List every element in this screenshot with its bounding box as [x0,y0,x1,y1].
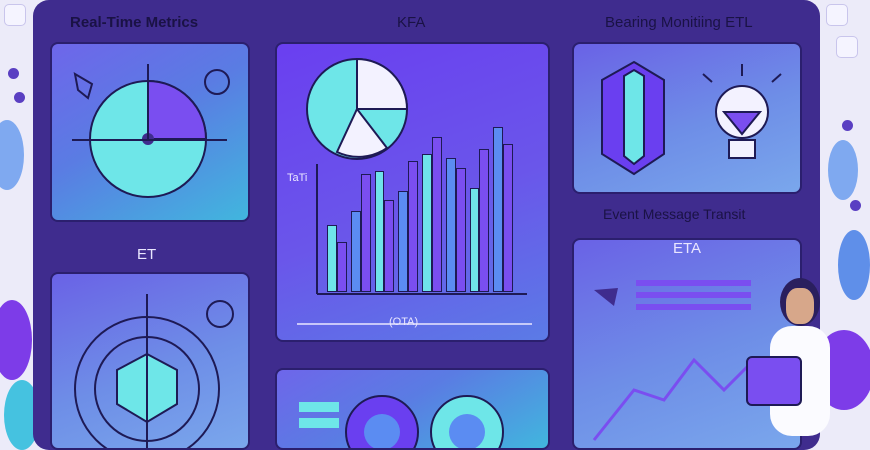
bar-series-a [327,224,337,292]
corner-square-mid-right [836,36,858,58]
bearing-monitoring-title: Bearing Monitiing ETL [605,14,753,31]
bearing-icons [601,60,782,176]
kfa-charts [297,57,532,325]
gauge-chart [72,64,230,198]
et-diagram [74,294,234,448]
bar-series-a [493,127,504,292]
bar-series-a [445,157,456,292]
bar-series-b [455,167,466,292]
bar-series-b [479,149,490,292]
bar-series-a [422,154,432,292]
bar-series-b [336,241,347,292]
y-axis-label: TaTi [287,172,308,184]
bar-series-b [431,137,442,292]
kfa-chart-card[interactable]: TaTi (OTA) [275,42,550,342]
eta-title: ETA [673,240,702,257]
corner-square-top-right [826,4,848,26]
bar-series-a [350,211,361,292]
bar-chart-area [325,124,515,292]
bar-series-b [384,199,395,292]
x-axis-label: (OTA) [389,316,419,328]
bar-series-b [503,144,513,292]
event-message-title: Event Message Transit [603,206,746,222]
bearing-monitoring-card[interactable] [572,42,802,194]
donut-charts [299,395,504,448]
realtime-metrics-card[interactable] [50,42,250,222]
corner-square-left [4,4,26,26]
bar-series-b [408,160,418,292]
person-illustration [746,278,850,450]
realtime-metrics-title: Real-Time Metrics [70,14,199,31]
bar-series-a [374,171,385,292]
bar-series-a [398,191,409,292]
et-card[interactable] [50,272,250,450]
eta-card[interactable] [572,238,802,450]
donut-card[interactable] [275,368,550,450]
et-title: ET [137,246,157,263]
bar-series-b [360,174,371,292]
eta-panel [592,280,756,441]
kfa-title: KFA [397,14,426,31]
bar-series-a [469,187,480,292]
